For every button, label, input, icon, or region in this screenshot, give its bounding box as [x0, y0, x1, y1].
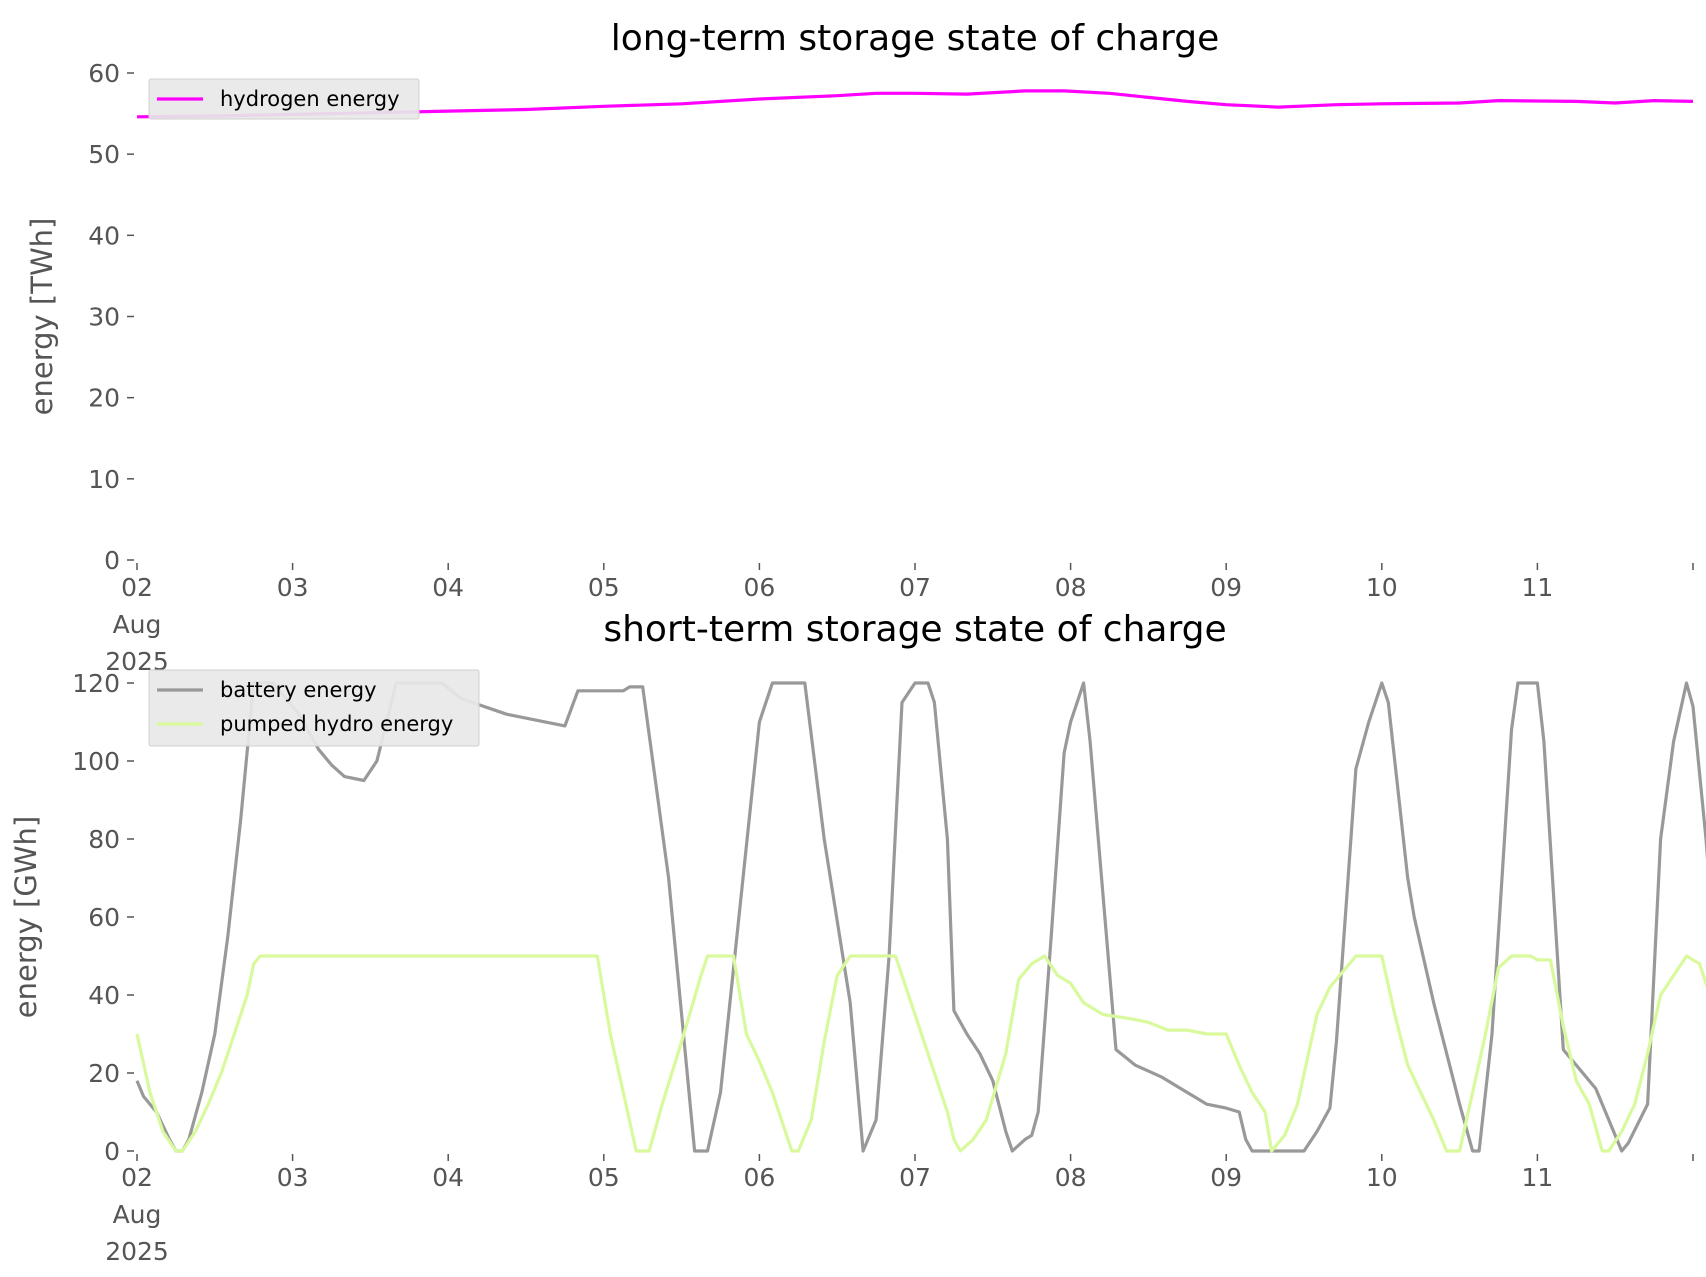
y-tick-label: 120 [72, 669, 120, 698]
x-tick-label: 05 [588, 1163, 620, 1192]
x-tick-label: 06 [743, 573, 775, 602]
x-tick-label: 11 [1521, 1163, 1553, 1192]
x-tick-label: 02 [121, 573, 153, 602]
y-tick-label: 40 [88, 981, 120, 1010]
x-tick-label: 09 [1210, 1163, 1242, 1192]
legend-label: hydrogen energy [220, 87, 400, 111]
legend-box [148, 669, 480, 747]
x-tick-label: 03 [277, 1163, 309, 1192]
x-tick-label: 09 [1210, 573, 1242, 602]
legend-label: pumped hydro energy [220, 712, 453, 736]
x-tick-label: 04 [432, 573, 464, 602]
x-tick-label: Aug [113, 1200, 162, 1229]
x-tick-label: 11 [1521, 573, 1553, 602]
y-tick-label: 50 [88, 140, 120, 169]
legend-label: battery energy [220, 678, 377, 702]
x-tick-label: 04 [432, 1163, 464, 1192]
series-line-battery-energy [135, 681, 1706, 1153]
legend-box [148, 78, 420, 120]
short-term-storage-panel: short-term storage state of charge energy… [9, 609, 1706, 1266]
y-tick-label: 0 [104, 546, 120, 575]
y-tick-label: 20 [88, 384, 120, 413]
x-tick-label: 08 [1055, 1163, 1087, 1192]
y-tick-label: 80 [88, 825, 120, 854]
x-tick-label: 06 [743, 1163, 775, 1192]
x-tick-label: Aug [113, 610, 162, 639]
y-tick-label: 10 [88, 465, 120, 494]
series-line-pumped-hydro-energy [135, 954, 1706, 1153]
chart-title: short-term storage state of charge [603, 609, 1226, 650]
y-tick-label: 40 [88, 221, 120, 250]
x-tick-label: 10 [1366, 573, 1398, 602]
x-tick-label: 05 [588, 573, 620, 602]
y-tick-label: 0 [104, 1137, 120, 1166]
y-tick-label: 30 [88, 303, 120, 332]
y-tick-label: 20 [88, 1059, 120, 1088]
chart-title: long-term storage state of charge [611, 18, 1219, 59]
long-term-storage-panel: long-term storage state of charge energy … [25, 18, 1694, 676]
x-tick-label: 2025 [105, 1237, 169, 1266]
x-tick-label: 07 [899, 573, 931, 602]
x-tick-label: 03 [277, 573, 309, 602]
y-axis-label: energy [GWh] [9, 816, 43, 1018]
y-tick-label: 60 [88, 59, 120, 88]
x-tick-label: 10 [1366, 1163, 1398, 1192]
y-tick-label: 60 [88, 903, 120, 932]
y-axis-label: energy [TWh] [25, 218, 59, 416]
x-tick-label: 02 [121, 1163, 153, 1192]
x-tick-label: 08 [1055, 573, 1087, 602]
series-line-hydrogen-energy [136, 89, 1694, 119]
y-tick-label: 100 [72, 747, 120, 776]
x-tick-label: 07 [899, 1163, 931, 1192]
